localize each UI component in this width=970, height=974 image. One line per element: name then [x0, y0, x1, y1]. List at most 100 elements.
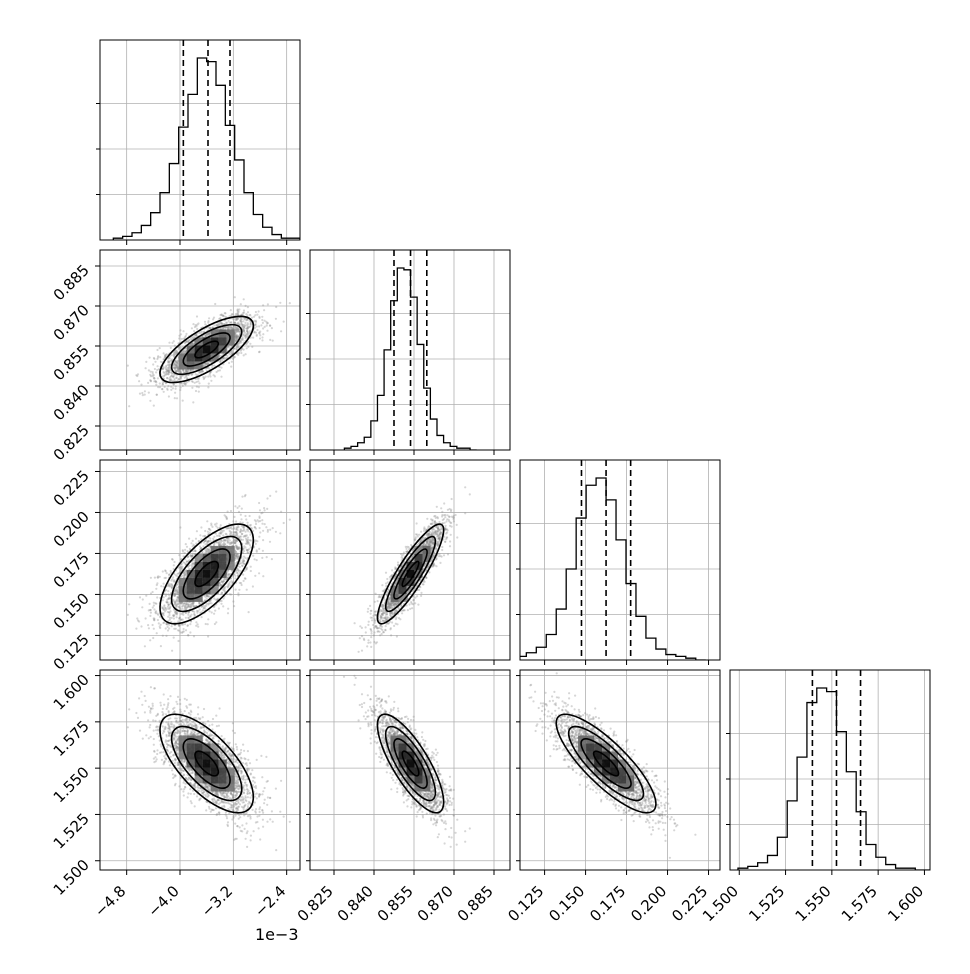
scatter-point — [247, 539, 249, 541]
scatter-point — [198, 332, 200, 334]
scatter-point — [128, 405, 130, 407]
scatter-point — [265, 526, 267, 528]
scatter-point — [150, 592, 152, 594]
scatter-point — [211, 611, 213, 613]
scatter-point — [173, 615, 175, 617]
scatter-point — [171, 354, 173, 356]
scatter-point — [255, 527, 257, 529]
scatter-point — [173, 637, 175, 639]
scatter-point — [245, 353, 247, 355]
scatter-point — [152, 637, 154, 639]
y-tick-label: 0.870 — [50, 301, 93, 344]
scatter-point — [259, 509, 261, 511]
scatter-point — [244, 557, 246, 559]
scatter-point — [236, 548, 238, 550]
scatter-point — [230, 309, 232, 311]
scatter-point — [162, 383, 164, 385]
scatter-point — [170, 389, 172, 391]
scatter-point — [256, 329, 258, 331]
scatter-point — [168, 598, 170, 600]
scatter-point — [142, 394, 144, 396]
scatter-point — [153, 608, 155, 610]
scatter-point — [152, 624, 154, 626]
scatter-point — [178, 625, 180, 627]
scatter-point — [167, 606, 169, 608]
scatter-point — [232, 600, 234, 602]
scatter-point — [269, 339, 271, 341]
scatter-point — [169, 608, 171, 610]
scatter-point — [145, 617, 147, 619]
scatter-point — [164, 569, 166, 571]
scatter-point — [272, 340, 274, 342]
scatter-point — [266, 508, 268, 510]
scatter-point — [228, 320, 230, 322]
scatter-point — [247, 311, 249, 313]
scatter-point — [157, 386, 159, 388]
scatter-point — [242, 320, 244, 322]
scatter-point — [167, 626, 169, 628]
scatter-point — [127, 365, 129, 367]
scatter-point — [192, 401, 194, 403]
scatter-point — [246, 331, 248, 333]
scatter-point — [208, 332, 210, 334]
scatter-point — [139, 393, 141, 395]
scatter-point — [197, 626, 199, 628]
scatter-point — [247, 537, 249, 539]
scatter-point — [237, 507, 239, 509]
scatter-point — [194, 550, 196, 552]
scatter-point — [240, 320, 242, 322]
scatter-point — [263, 507, 265, 509]
scatter-point — [249, 343, 251, 345]
scatter-point — [183, 338, 185, 340]
scatter-point — [153, 358, 155, 360]
scatter-point — [245, 313, 247, 315]
scatter-point — [163, 583, 165, 585]
scatter-point — [247, 318, 249, 320]
scatter-point — [252, 337, 254, 339]
scatter-point — [157, 614, 159, 616]
scatter-point — [166, 377, 168, 379]
scatter-point — [220, 540, 222, 542]
scatter-point — [256, 549, 258, 551]
scatter-point — [149, 379, 151, 381]
scatter-point — [128, 603, 130, 605]
scatter-point — [149, 609, 151, 611]
scatter-point — [242, 574, 244, 576]
scatter-point — [149, 400, 151, 402]
scatter-point — [153, 628, 155, 630]
scatter-point — [170, 386, 172, 388]
scatter-point — [238, 511, 240, 513]
scatter-point — [175, 388, 177, 390]
scatter-point — [264, 326, 266, 328]
scatter-point — [243, 563, 245, 565]
scatter-point — [149, 639, 151, 641]
scatter-point — [259, 337, 261, 339]
scatter-point — [265, 321, 267, 323]
scatter-point — [156, 358, 158, 360]
scatter-point — [180, 333, 182, 335]
scatter-point — [204, 321, 206, 323]
scatter-point — [275, 306, 277, 308]
scatter-point — [163, 391, 165, 393]
scatter-point — [240, 303, 242, 305]
scatter-point — [229, 326, 231, 328]
scatter-point — [153, 377, 155, 379]
scatter-point — [221, 322, 223, 324]
scatter-point — [182, 400, 184, 402]
scatter-point — [246, 589, 248, 591]
scatter-point — [258, 310, 260, 312]
scatter-point — [175, 377, 177, 379]
scatter-point — [201, 616, 203, 618]
scatter-point — [180, 371, 182, 373]
scatter-point — [179, 389, 181, 391]
scatter-point — [190, 614, 192, 616]
scatter-point — [172, 559, 174, 561]
scatter-point — [183, 350, 185, 352]
scatter-point — [214, 375, 216, 377]
scatter-point — [266, 556, 268, 558]
scatter-point — [202, 545, 204, 547]
scatter-point — [241, 584, 243, 586]
scatter-point — [259, 351, 261, 353]
panel-frame — [100, 40, 300, 240]
